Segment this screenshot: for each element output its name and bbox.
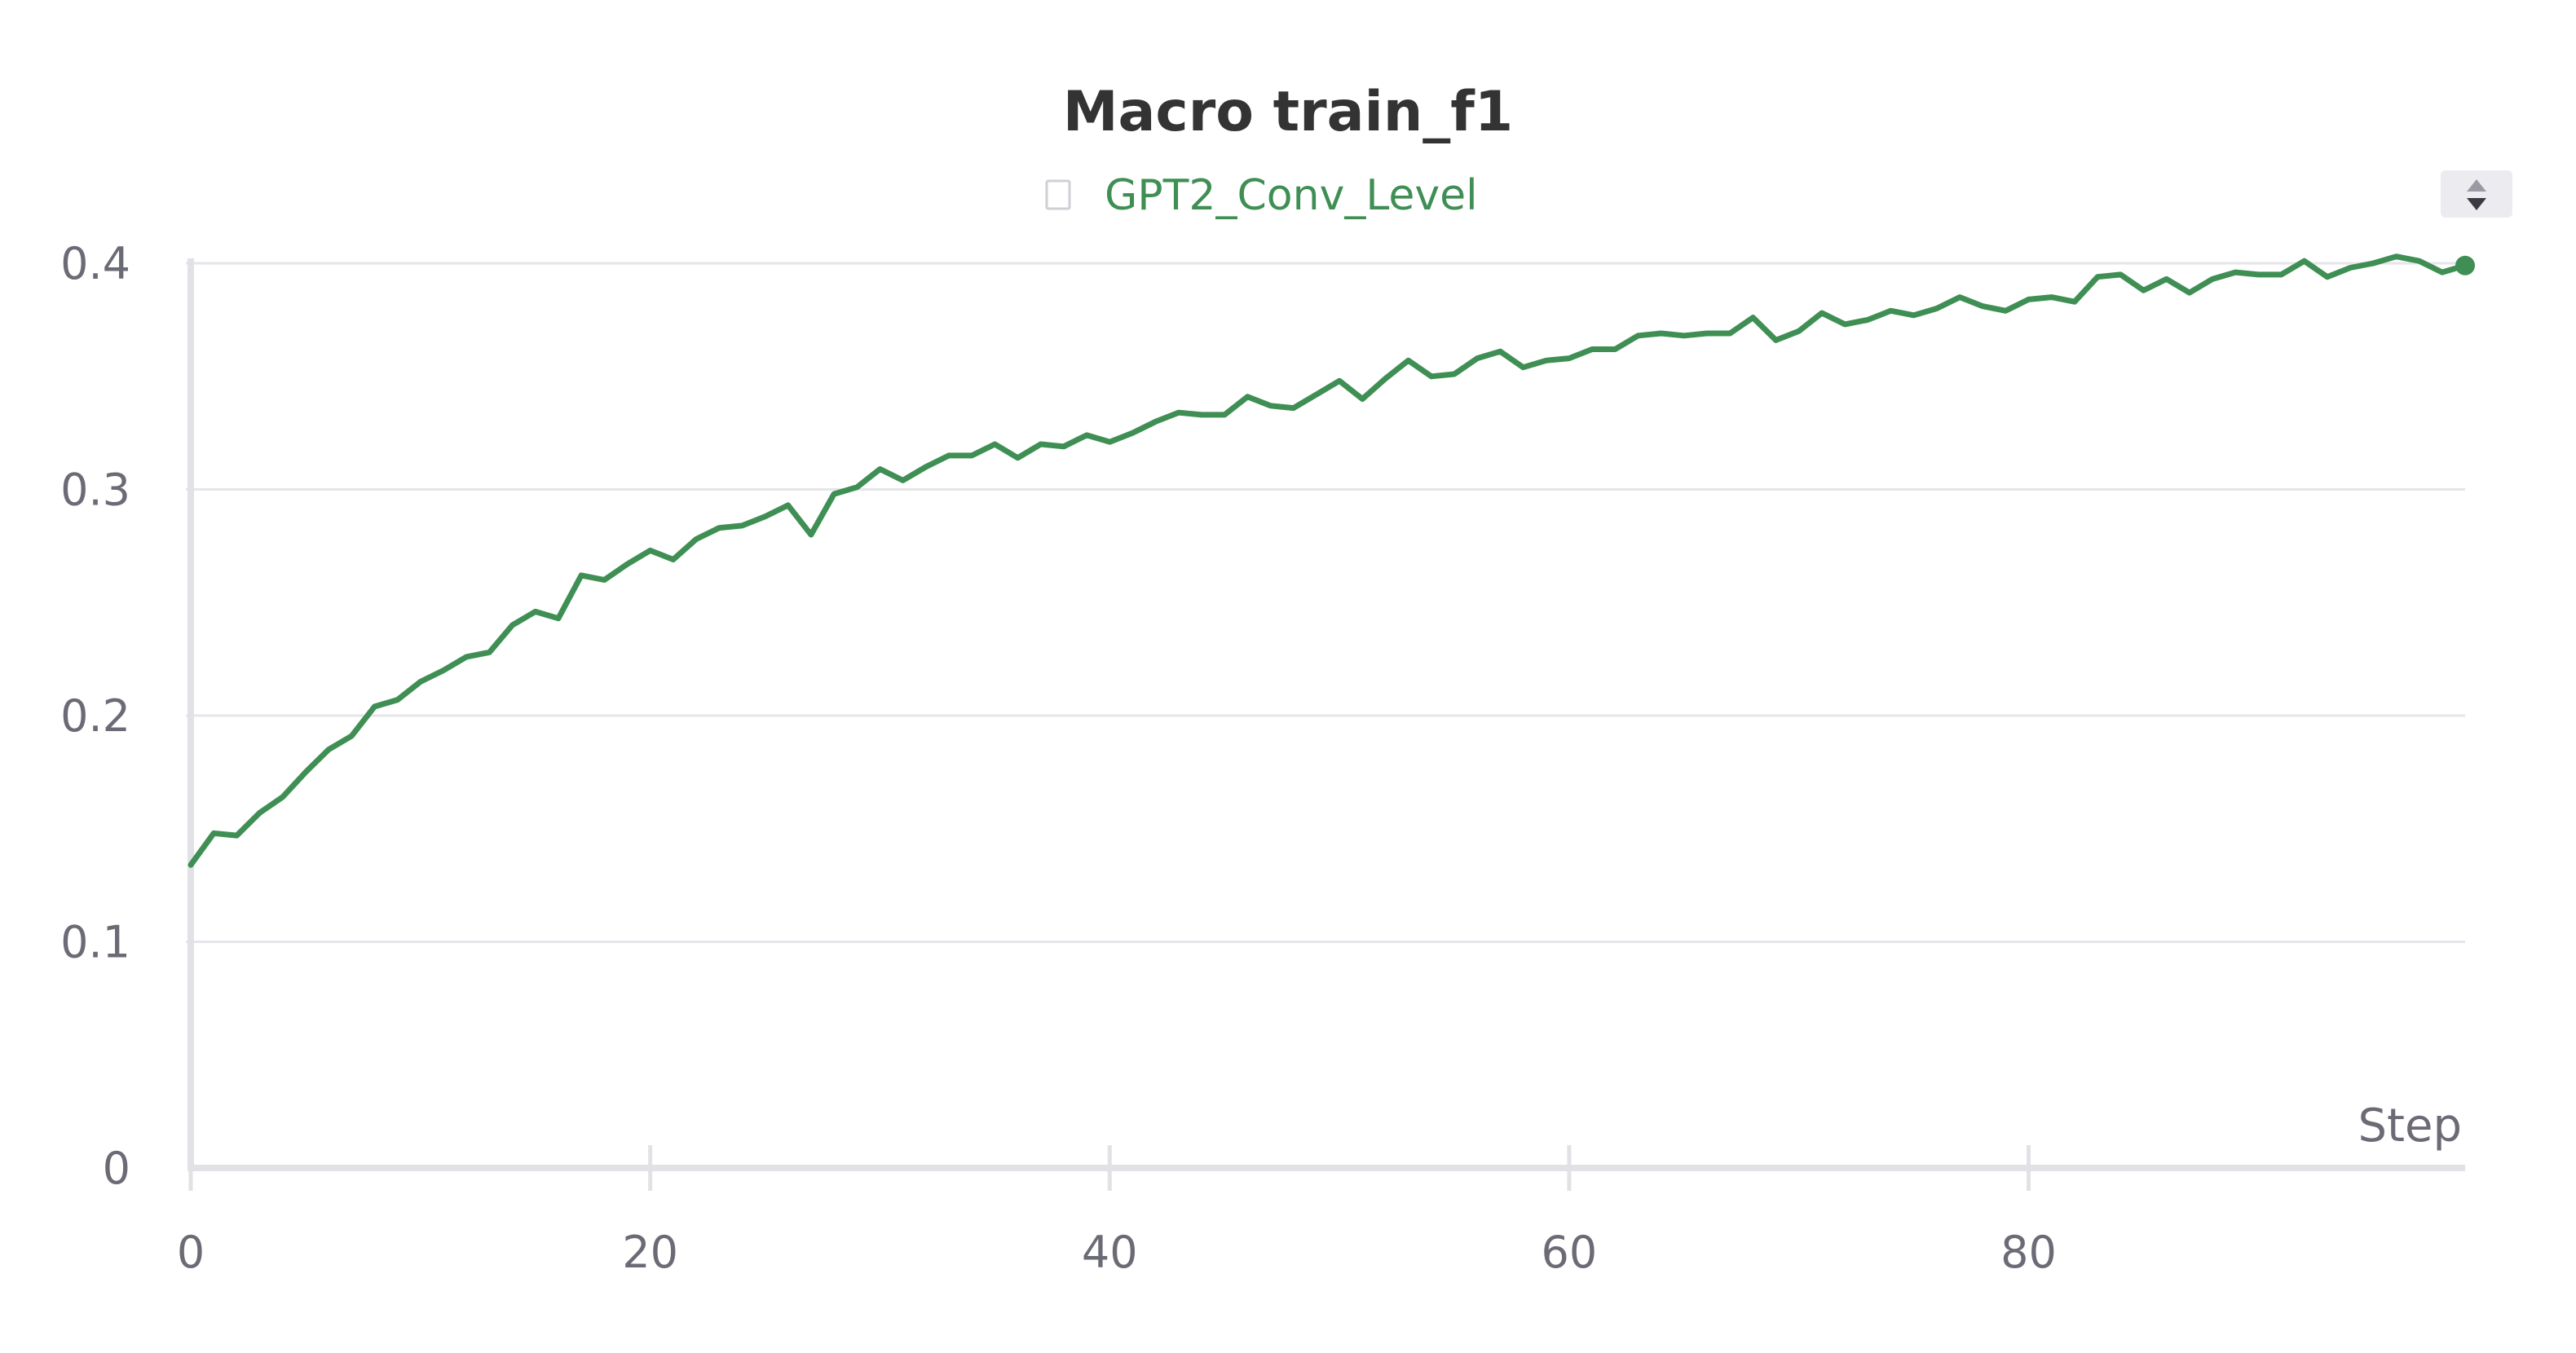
x-axis-title: Step bbox=[2358, 1100, 2462, 1152]
legend[interactable]: GPT2_Conv_Level bbox=[1045, 171, 1478, 220]
legend-series-label[interactable]: GPT2_Conv_Level bbox=[1105, 171, 1478, 220]
x-tick-label: 40 bbox=[1082, 1227, 1138, 1278]
legend-scroll-button[interactable] bbox=[2441, 170, 2512, 218]
legend-scroll-button-bg[interactable] bbox=[2441, 170, 2512, 218]
up-arrow-icon[interactable] bbox=[2467, 179, 2486, 192]
axes bbox=[187, 258, 2465, 1191]
y-tick-label: 0.4 bbox=[60, 238, 130, 289]
x-tick-label: 0 bbox=[177, 1227, 205, 1278]
series-end-point[interactable] bbox=[2455, 255, 2475, 275]
legend-series-swatch[interactable] bbox=[1045, 179, 1071, 210]
series-layer bbox=[187, 253, 2475, 868]
chart-title: Macro train_f1 bbox=[1063, 80, 1513, 144]
x-tick-label: 80 bbox=[2000, 1227, 2057, 1278]
y-tick-label: 0.3 bbox=[60, 465, 130, 516]
x-tick-label: 60 bbox=[1542, 1227, 1598, 1278]
down-arrow-icon[interactable] bbox=[2467, 198, 2486, 210]
grid-lines bbox=[186, 262, 2465, 943]
series-line[interactable] bbox=[187, 253, 2468, 868]
y-tick-label: 0.1 bbox=[60, 917, 130, 968]
y-tick-label: 0.2 bbox=[60, 690, 130, 742]
tick-labels: 0 0.1 0.2 0.3 0.4 0 20 40 60 80 bbox=[60, 238, 2057, 1278]
y-tick-label: 0 bbox=[103, 1143, 130, 1194]
x-tick-label: 20 bbox=[622, 1227, 678, 1278]
